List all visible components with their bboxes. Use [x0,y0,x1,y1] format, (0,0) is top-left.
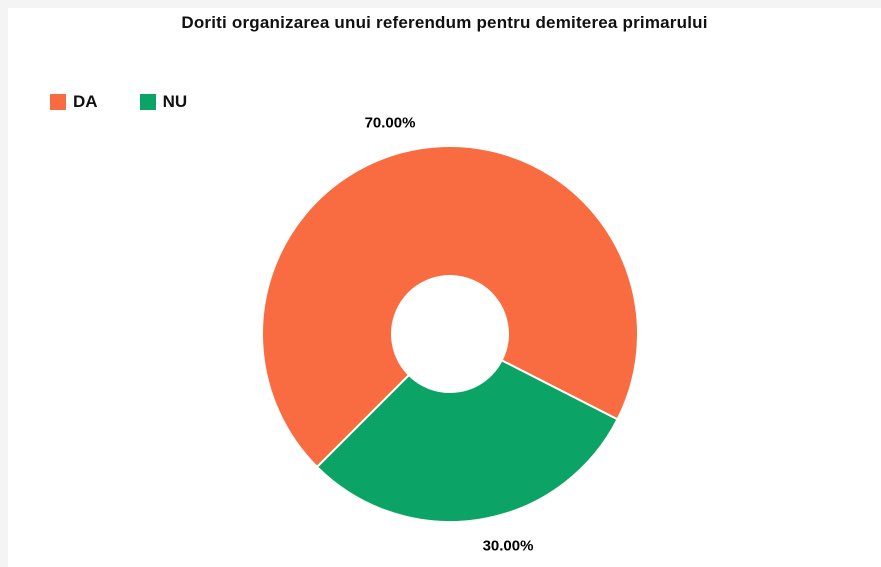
legend-item-nu[interactable]: NU [139,92,188,112]
legend-label-nu: NU [162,92,188,111]
chart-title: Doriti organizarea unui referendum pentr… [181,13,708,32]
legend-label-da: DA [73,92,98,111]
slice-value-label-nu: 30.00% [482,537,534,555]
legend-swatch-nu-icon [139,94,156,110]
pie-slice-nu[interactable] [316,359,619,523]
legend: DA NU [50,92,187,112]
pie-slice-da[interactable] [260,145,639,468]
slice-value-label-da: 70.00% [364,114,416,132]
legend-item-da[interactable]: DA [50,92,98,112]
legend-swatch-da-icon [50,94,66,110]
donut-chart[interactable] [254,138,646,530]
chart-canvas: Doriti organizarea unui referendum pentr… [8,8,881,567]
